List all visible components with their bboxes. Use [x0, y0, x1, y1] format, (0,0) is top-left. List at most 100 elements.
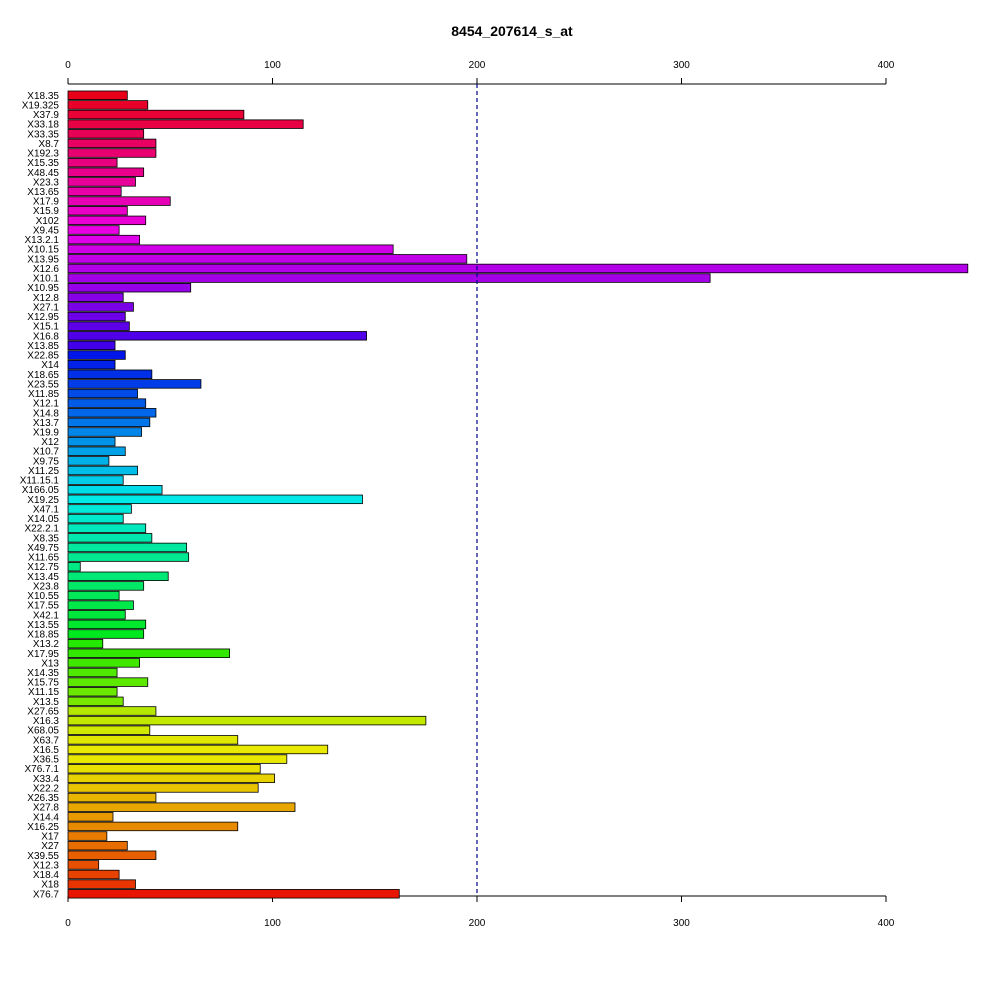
bar-X12.8	[67, 292, 124, 303]
category-label: X17.9	[33, 197, 60, 208]
category-label: X16.5	[33, 745, 60, 756]
bar-X19.325	[67, 100, 149, 110]
top-axis-tick-label: 200	[469, 60, 486, 71]
bar-X192.3	[67, 148, 157, 158]
bar-X10.95	[67, 282, 192, 293]
category-label: X12.3	[33, 860, 60, 871]
bar-X26.35	[67, 792, 157, 803]
bar-X12.6	[67, 263, 969, 274]
bar-X11.15	[67, 687, 118, 697]
top-axis-tick-label: 100	[264, 60, 281, 71]
category-label: X26.35	[27, 793, 59, 804]
category-label: X15.75	[27, 678, 59, 689]
bar-X48.45	[67, 167, 145, 177]
bottom-axis-tick-label: 200	[469, 918, 486, 929]
category-label: X63.7	[33, 735, 60, 746]
category-label: X8.7	[38, 139, 59, 150]
bar-X11.85	[67, 388, 138, 399]
bar-X49.75	[67, 542, 188, 553]
category-label: X76.7.1	[25, 764, 60, 775]
bar-X22.2.1	[67, 523, 147, 533]
chart-title: 8454_207614_s_at	[451, 23, 573, 39]
category-label: X12.8	[33, 293, 60, 304]
top-axis-tick-label: 0	[65, 60, 71, 71]
category-label: X10.95	[27, 283, 59, 294]
bar-X102	[67, 215, 147, 226]
bar-X9.75	[67, 456, 110, 466]
category-label: X102	[36, 216, 60, 227]
category-label: X9.75	[33, 456, 60, 467]
category-label: X16.8	[33, 331, 60, 342]
bar-X14	[67, 359, 116, 370]
bar-X63.7	[67, 735, 239, 745]
bar-X15.9	[67, 206, 128, 216]
bar-X13.45	[67, 571, 169, 582]
category-labels: X18.35X19.325X37.9X33.18X33.35X8.7X192.3…	[20, 91, 60, 900]
bar-X17.9	[67, 196, 171, 206]
bar-X13.55	[67, 619, 147, 630]
bar-X18.35	[67, 90, 128, 101]
category-label: X13.7	[33, 418, 60, 429]
bar-X12.1	[67, 398, 147, 408]
category-label: X13.85	[27, 341, 59, 352]
bar-X23.8	[67, 581, 145, 591]
category-label: X18	[41, 880, 59, 891]
category-label: X27.65	[27, 706, 59, 717]
category-label: X15.35	[27, 158, 59, 169]
category-label: X14.8	[33, 408, 60, 419]
bar-X27.1	[67, 302, 134, 312]
bar-X18.85	[67, 629, 145, 639]
top-axis: 0 100 200 300 400	[65, 60, 895, 85]
bar-X11.15.1	[67, 475, 124, 485]
bars-group	[67, 90, 969, 899]
bar-X27.65	[67, 706, 157, 716]
bar-X39.55	[67, 850, 157, 860]
category-label: X19.25	[27, 495, 59, 506]
bar-X12.3	[67, 860, 100, 870]
bar-X17.95	[67, 648, 230, 658]
bottom-axis: 0 100 200 300 400	[65, 895, 895, 929]
bar-X15.75	[67, 677, 149, 687]
bar-X33.35	[67, 129, 145, 139]
bar-X9.45	[67, 225, 120, 235]
bar-X19.9	[67, 427, 143, 437]
category-label: X13.2	[33, 639, 60, 650]
category-label: X17	[41, 832, 59, 843]
category-label: X9.45	[33, 225, 60, 236]
category-label: X16.3	[33, 716, 60, 727]
category-label: X27.1	[33, 302, 60, 313]
category-label: X13.45	[27, 572, 59, 583]
bar-X11.25	[67, 465, 138, 476]
category-label: X19.325	[22, 100, 60, 111]
bar-X23.3	[67, 177, 136, 187]
bar-X76.7.1	[67, 764, 261, 774]
bar-X76.7	[67, 889, 400, 899]
bar-X13.2.1	[67, 234, 140, 245]
bar-X42.1	[67, 610, 126, 620]
category-label: X14.05	[27, 514, 59, 525]
bar-X17.55	[67, 600, 134, 610]
category-label: X27	[41, 841, 59, 852]
category-label: X18.4	[33, 870, 60, 881]
category-label: X13.55	[27, 620, 59, 631]
bar-X15.1	[67, 321, 130, 331]
category-label: X166.05	[22, 485, 60, 496]
bar-X12.95	[67, 311, 126, 322]
bar-X19.25	[67, 494, 363, 505]
bar-X13.95	[67, 254, 468, 264]
bar-X13.7	[67, 417, 151, 428]
category-label: X42.1	[33, 610, 60, 621]
bar-X10.7	[67, 446, 126, 456]
category-label: X11.25	[28, 466, 59, 477]
category-label: X18.85	[27, 630, 59, 641]
category-label: X22.2	[33, 783, 60, 794]
category-label: X13.65	[27, 187, 59, 198]
category-label: X33.18	[27, 120, 59, 131]
bottom-axis-tick-label: 400	[878, 918, 895, 929]
category-label: X22.2.1	[25, 524, 60, 535]
category-label: X15.1	[33, 322, 60, 333]
bar-X10.15	[67, 244, 394, 254]
bar-X16.25	[67, 821, 239, 832]
